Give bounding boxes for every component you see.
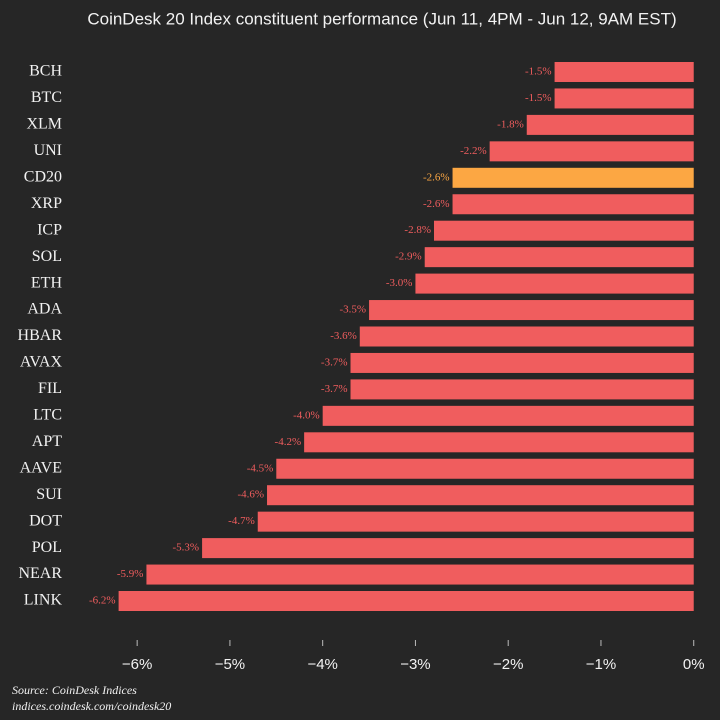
x-tick-label: −6% [122, 656, 152, 673]
value-label: -6.2% [89, 595, 116, 607]
category-label: CD20 [24, 168, 62, 185]
value-label: -3.7% [321, 356, 348, 368]
value-label: -2.6% [423, 171, 450, 183]
category-label: SOL [32, 248, 62, 265]
value-label: -4.6% [237, 489, 264, 501]
category-label: HBAR [18, 327, 63, 344]
category-label: ICP [37, 221, 62, 238]
source: indices.coindesk.com/coindesk20 [12, 699, 171, 713]
value-label: -4.2% [275, 436, 302, 448]
x-tick-label: −2% [493, 656, 523, 673]
chart-title: CoinDesk 20 Index constituent performanc… [87, 9, 676, 28]
bar [267, 485, 694, 506]
category-label: LTC [33, 407, 62, 424]
bar [369, 300, 694, 321]
value-label: -1.5% [525, 92, 552, 104]
bar [554, 88, 694, 109]
value-label: -5.9% [117, 568, 144, 580]
bar [415, 273, 694, 294]
category-label: ETH [31, 274, 63, 291]
x-tick-label: −4% [307, 656, 337, 673]
bar [359, 326, 694, 347]
value-label: -4.5% [247, 462, 274, 474]
source: Source: CoinDesk Indices [12, 683, 137, 697]
category-label: DOT [29, 512, 62, 529]
value-label: -4.0% [293, 409, 320, 421]
category-label: XLM [26, 116, 62, 133]
bar [433, 220, 694, 241]
value-label: -3.0% [386, 277, 413, 289]
category-label: AVAX [20, 354, 63, 371]
x-tick-label: −5% [215, 656, 245, 673]
value-label: -5.3% [173, 542, 200, 554]
bar [489, 141, 694, 162]
x-tick-label: 0% [683, 656, 705, 673]
bar [452, 194, 694, 215]
value-label: -3.7% [321, 383, 348, 395]
bar [452, 167, 694, 188]
category-label: SUI [36, 486, 62, 503]
value-label: -1.8% [497, 118, 524, 130]
category-label: APT [32, 433, 62, 450]
bar [322, 405, 694, 426]
value-label: -2.6% [423, 198, 450, 210]
category-label: POL [32, 539, 62, 556]
category-label: BTC [31, 89, 62, 106]
value-label: -4.7% [228, 515, 255, 527]
bar [424, 247, 694, 268]
category-label: AAVE [20, 459, 62, 476]
value-label: -2.2% [460, 145, 487, 157]
bar [304, 432, 694, 453]
bar [202, 538, 694, 559]
category-label: UNI [34, 142, 62, 159]
bar [350, 379, 694, 400]
category-label: BCH [29, 63, 62, 80]
value-label: -2.9% [395, 251, 422, 263]
category-label: NEAR [18, 565, 62, 582]
bar [146, 564, 694, 585]
category-label: ADA [27, 301, 62, 318]
value-label: -3.6% [330, 330, 357, 342]
bar [257, 511, 694, 532]
value-label: -2.8% [404, 224, 431, 236]
category-label: XRP [31, 195, 62, 212]
x-tick-label: −3% [400, 656, 430, 673]
value-label: -3.5% [339, 304, 366, 316]
bar [554, 62, 694, 82]
bar [118, 591, 694, 611]
category-label: FIL [38, 380, 62, 397]
bar [526, 114, 694, 135]
value-label: -1.5% [525, 66, 552, 78]
bar [276, 458, 694, 479]
bar [350, 352, 694, 373]
category-label: LINK [24, 592, 63, 609]
x-tick-label: −1% [586, 656, 616, 673]
